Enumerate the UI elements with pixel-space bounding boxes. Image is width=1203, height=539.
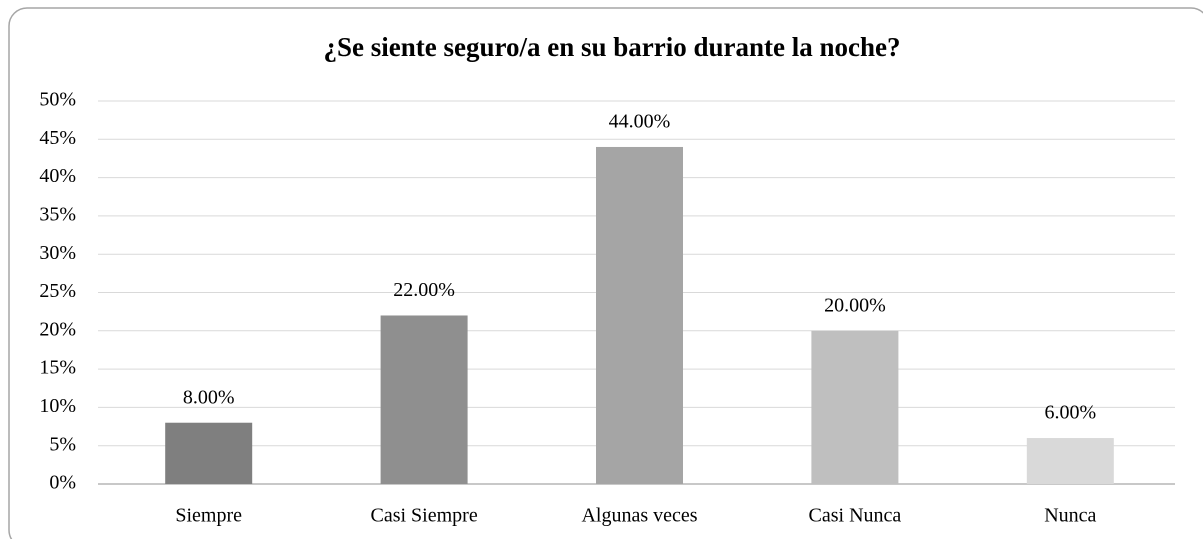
data-label: 22.00% xyxy=(393,279,455,301)
y-tick-label: 40% xyxy=(39,165,76,187)
y-tick-label: 15% xyxy=(39,357,76,379)
bar xyxy=(811,330,899,484)
data-label: 44.00% xyxy=(609,111,671,133)
x-tick-label: Siempre xyxy=(175,505,242,527)
data-label: 20.00% xyxy=(824,294,886,316)
data-label: 6.00% xyxy=(1044,402,1096,424)
y-tick-label: 20% xyxy=(39,318,76,340)
bar xyxy=(165,422,253,484)
x-tick-label: Algunas veces xyxy=(581,505,697,527)
x-tick-label: Casi Nunca xyxy=(809,505,902,527)
y-tick-label: 10% xyxy=(39,395,76,417)
y-tick-label: 25% xyxy=(39,280,76,302)
y-tick-label: 35% xyxy=(39,203,76,225)
y-tick-label: 50% xyxy=(39,89,76,111)
x-tick-label: Nunca xyxy=(1044,505,1096,527)
chart-title: ¿Se siente seguro/a en su barrio durante… xyxy=(323,32,900,62)
bar xyxy=(1026,438,1114,484)
x-tick-label: Casi Siempre xyxy=(370,505,477,527)
y-tick-label: 45% xyxy=(39,127,76,149)
y-tick-label: 5% xyxy=(49,433,76,455)
y-tick-label: 0% xyxy=(49,472,76,494)
bar xyxy=(380,315,468,484)
y-tick-label: 30% xyxy=(39,242,76,264)
data-label: 8.00% xyxy=(183,386,235,408)
bar xyxy=(596,146,683,484)
